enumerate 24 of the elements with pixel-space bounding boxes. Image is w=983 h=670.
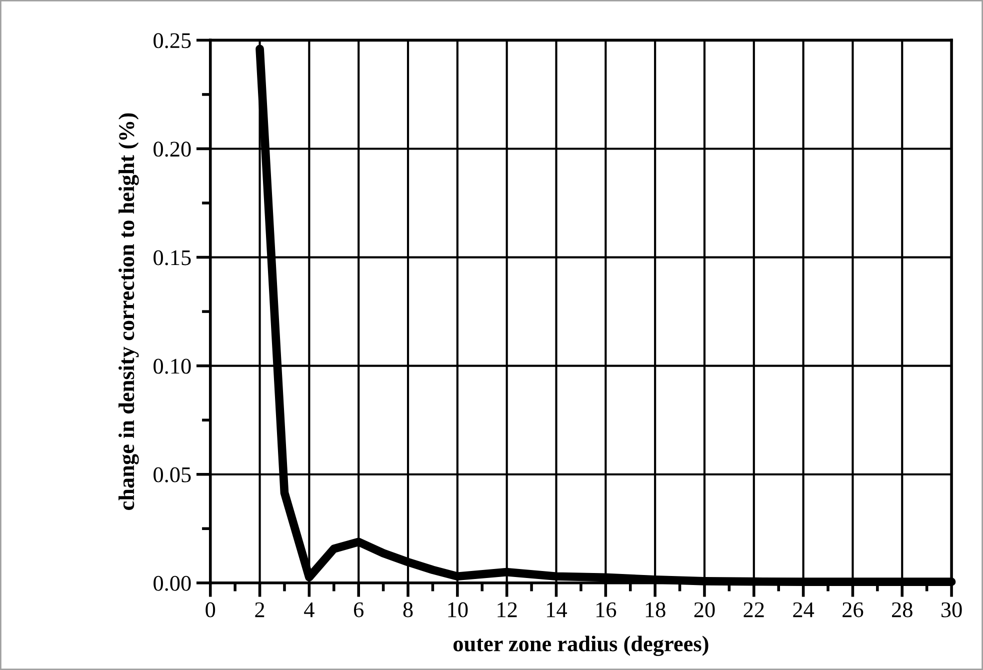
x-tick-label: 28 [892, 602, 912, 618]
y-tick-label: 0.05 [154, 467, 191, 482]
x-tick-label: 18 [646, 602, 666, 618]
x-tick-label: 16 [596, 602, 616, 618]
x-tick-label: 0 [206, 602, 216, 618]
x-tick-label: 26 [842, 602, 864, 618]
x-axis-title: outer zone radius (degrees) [454, 636, 708, 656]
y-axis-title: change in density correction to height (%) [118, 113, 139, 510]
x-tick-label: 8 [403, 602, 413, 618]
y-tick-label: 0.00 [154, 576, 191, 591]
y-tick-label: 0.20 [154, 142, 191, 157]
x-tick-label: 12 [498, 602, 517, 618]
y-tick-label: 0.15 [154, 250, 191, 266]
x-tick-label: 4 [304, 602, 314, 618]
x-tick-label: 6 [354, 602, 364, 618]
x-tick-label: 14 [547, 602, 568, 618]
x-tick-label: 24 [793, 602, 814, 618]
x-tick-label: 10 [448, 602, 468, 618]
x-tick-label: 2 [255, 602, 264, 618]
x-tick-label: 22 [744, 602, 764, 618]
y-tick-label: 0.25 [154, 33, 191, 48]
x-tick-label: 30 [941, 602, 962, 618]
y-tick-label: 0.10 [154, 358, 191, 374]
x-tick-label: 20 [694, 602, 715, 618]
